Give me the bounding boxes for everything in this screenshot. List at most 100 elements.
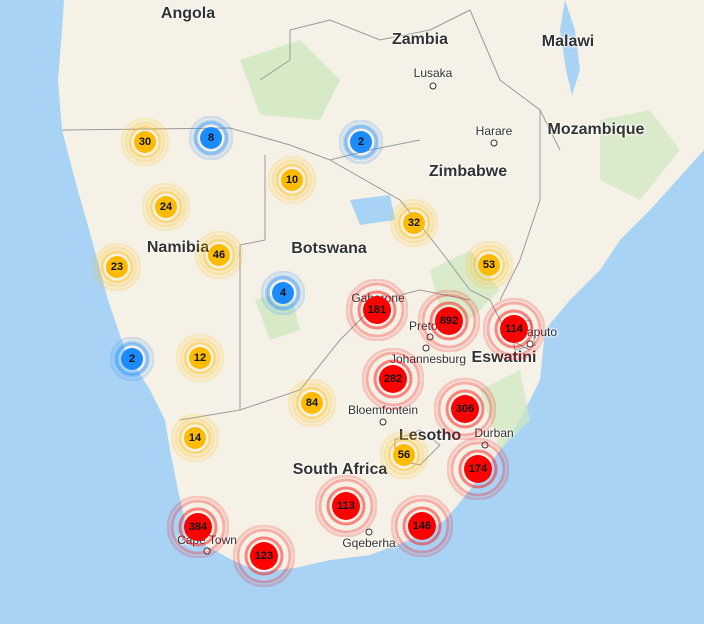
cluster-rings — [483, 298, 545, 360]
cluster-marker[interactable]: 892 — [418, 290, 480, 352]
cluster-marker[interactable]: 384 — [167, 496, 229, 558]
country-label-zambia: Zambia — [391, 31, 449, 48]
cluster-rings — [418, 290, 480, 352]
cluster-marker[interactable]: 2 — [339, 120, 383, 164]
country-label-lesotho: Lesotho — [398, 427, 462, 444]
cluster-marker[interactable]: 306 — [434, 378, 496, 440]
city-label-harare: Harare — [475, 124, 513, 138]
cluster-count: 181 — [367, 304, 387, 316]
country-label-botswana: Botswana — [291, 240, 367, 257]
city-label-gqeberha: Gqeberha — [342, 536, 396, 550]
cluster-marker[interactable]: 56 — [380, 431, 428, 479]
cluster-marker[interactable]: 23 — [93, 243, 141, 291]
cluster-core — [155, 196, 177, 218]
cluster-core — [451, 395, 479, 423]
city-label-bloemfontein: Bloemfontein — [347, 403, 419, 417]
cluster-rings — [171, 414, 219, 462]
cluster-rings — [110, 337, 154, 381]
city-dot-johannesburg — [422, 344, 430, 352]
cluster-marker[interactable]: 24 — [142, 183, 190, 231]
cluster-marker[interactable]: 2 — [110, 337, 154, 381]
cluster-marker[interactable]: 123 — [233, 525, 295, 587]
cluster-core — [478, 254, 500, 276]
cluster-count: 46 — [212, 249, 226, 261]
cluster-core — [281, 169, 303, 191]
cluster-marker[interactable]: 282 — [362, 348, 424, 410]
cluster-marker[interactable]: 113 — [315, 475, 377, 537]
cluster-rings — [465, 241, 513, 289]
cluster-core — [189, 347, 211, 369]
cluster-rings — [390, 199, 438, 247]
cluster-core — [272, 282, 294, 304]
cluster-rings — [380, 431, 428, 479]
city-label-johannesburg: Johannesburg — [389, 352, 467, 366]
city-dot-durban — [481, 441, 489, 449]
cluster-rings — [391, 495, 453, 557]
cluster-marker[interactable]: 8 — [189, 116, 233, 160]
country-label-namibia: Namibia — [146, 239, 210, 256]
cluster-count: 8 — [207, 132, 215, 144]
city-label-durban: Durban — [474, 426, 514, 440]
cluster-rings — [434, 378, 496, 440]
cluster-rings — [346, 279, 408, 341]
cluster-marker[interactable]: 146 — [391, 495, 453, 557]
cluster-core — [134, 131, 156, 153]
cluster-count: 12 — [193, 352, 207, 364]
cluster-marker[interactable]: 46 — [195, 231, 243, 279]
cluster-count: 24 — [159, 201, 173, 213]
cluster-count: 56 — [397, 449, 411, 461]
cluster-core — [332, 492, 360, 520]
cluster-rings — [315, 475, 377, 537]
cluster-count: 114 — [505, 323, 523, 335]
cluster-rings — [339, 120, 383, 164]
cluster-count: 84 — [305, 397, 319, 409]
cluster-core — [184, 427, 206, 449]
cluster-core — [500, 315, 528, 343]
cluster-rings — [268, 156, 316, 204]
cluster-count: 306 — [455, 403, 475, 415]
cluster-rings — [233, 525, 295, 587]
cluster-rings — [288, 379, 336, 427]
country-label-eswatini: Eswatini — [471, 349, 537, 366]
cluster-rings — [189, 116, 233, 160]
city-dot-gqeberha — [365, 528, 373, 536]
city-dot-lusaka — [429, 82, 437, 90]
country-label-mozambique: Mozambique — [547, 121, 645, 138]
cluster-marker[interactable]: 14 — [171, 414, 219, 462]
cluster-count: 123 — [254, 550, 274, 562]
cluster-marker[interactable]: 114 — [483, 298, 545, 360]
cluster-core — [403, 212, 425, 234]
cluster-core — [200, 127, 222, 149]
cluster-rings — [142, 183, 190, 231]
cluster-rings — [93, 243, 141, 291]
city-dot-maputo — [526, 340, 534, 348]
cluster-count: 32 — [407, 217, 421, 229]
cluster-marker[interactable]: 181 — [346, 279, 408, 341]
cluster-count: 14 — [188, 432, 202, 444]
city-dot-pretoria — [426, 333, 434, 341]
cluster-marker[interactable]: 4 — [261, 271, 305, 315]
cluster-marker[interactable]: 10 — [268, 156, 316, 204]
cluster-count: 174 — [468, 463, 488, 475]
cluster-marker[interactable]: 30 — [121, 118, 169, 166]
cluster-rings — [195, 231, 243, 279]
cluster-count: 892 — [439, 315, 459, 327]
cluster-marker[interactable]: 174 — [447, 438, 509, 500]
cluster-core — [250, 542, 278, 570]
cluster-core — [350, 131, 372, 153]
country-label-south-africa: South Africa — [292, 461, 388, 478]
cluster-rings — [261, 271, 305, 315]
city-dot-bloemfontein — [379, 418, 387, 426]
cluster-count: 23 — [110, 261, 124, 273]
cluster-marker[interactable]: 53 — [465, 241, 513, 289]
cluster-count: 2 — [128, 353, 136, 365]
cluster-marker[interactable]: 12 — [176, 334, 224, 382]
country-label-angola: Angola — [160, 5, 216, 22]
cluster-core — [464, 455, 492, 483]
country-label-malawi: Malawi — [541, 33, 595, 50]
cluster-marker[interactable]: 84 — [288, 379, 336, 427]
cluster-marker[interactable]: 32 — [390, 199, 438, 247]
cluster-count: 30 — [138, 136, 152, 148]
cluster-core — [435, 307, 463, 335]
